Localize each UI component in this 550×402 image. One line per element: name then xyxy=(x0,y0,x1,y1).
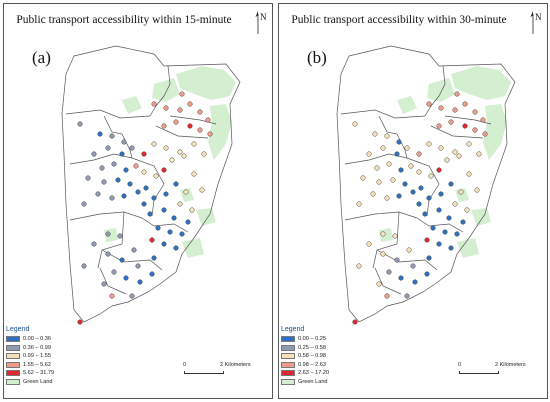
legend-swatch xyxy=(6,378,20,385)
map-legend: Legend 0.00 – 0.25 0.25 – 0.58 0.58 – 0.… xyxy=(281,326,329,386)
legend-item-label: 5.62 – 31.79 xyxy=(23,370,55,377)
legend-item: 0.58 – 0.98 xyxy=(281,352,329,361)
scale-line xyxy=(459,371,499,374)
legend-item: 0.98 – 2.63 xyxy=(281,361,329,370)
legend-item-label: 0.36 – 0.99 xyxy=(23,344,51,351)
green-land-areas xyxy=(379,66,511,258)
legend-item: 0.99 – 1.55 xyxy=(6,352,54,361)
map-legend: Legend 0.00 – 0.36 0.36 – 0.99 0.99 – 1.… xyxy=(6,326,54,386)
legend-swatch xyxy=(6,336,20,343)
scale-line xyxy=(184,371,224,374)
scale-label: 2 Kilometers xyxy=(495,362,526,368)
legend-title: Legend xyxy=(281,326,305,333)
legend-swatch xyxy=(6,353,20,360)
map-panel-a: Public transport accessibility within 15… xyxy=(3,3,273,399)
legend-item: 0.00 – 0.36 xyxy=(6,335,54,344)
legend-item: 0.36 – 0.99 xyxy=(6,344,54,353)
map-panel-b: Public transport accessibility within 30… xyxy=(278,3,548,399)
legend-item-label: 0.58 – 0.98 xyxy=(298,353,326,360)
district-boundaries xyxy=(61,45,241,323)
north-label: N xyxy=(535,12,542,22)
map-title: Public transport accessibility within 30… xyxy=(291,14,507,26)
legend-item-label: Green Land xyxy=(298,378,328,385)
scale-zero: 0 xyxy=(183,362,187,368)
legend-item-label: Green Land xyxy=(23,378,53,385)
map-canvas xyxy=(61,45,241,325)
map-canvas xyxy=(336,45,516,325)
scale-label: 2 Kilometers xyxy=(220,362,251,368)
legend-swatch xyxy=(6,361,20,368)
legend-item-label: 0.00 – 0.36 xyxy=(23,336,51,343)
legend-item: Green Land xyxy=(6,378,54,387)
north-arrow-icon: N xyxy=(255,11,267,34)
panel-label: (b) xyxy=(307,48,327,67)
legend-item-label: 0.00 – 0.25 xyxy=(298,336,326,343)
legend-title: Legend xyxy=(6,326,30,333)
map-title: Public transport accessibility within 15… xyxy=(16,14,232,26)
legend-swatch xyxy=(281,361,295,368)
legend-swatch xyxy=(281,336,295,343)
legend-item: 0.00 – 0.25 xyxy=(281,335,329,344)
legend-swatch xyxy=(6,370,20,377)
legend-item-label: 0.98 – 2.63 xyxy=(298,361,326,368)
legend-item: 0.25 – 0.58 xyxy=(281,344,329,353)
legend-item-label: 0.99 – 1.55 xyxy=(23,353,51,360)
accessibility-points xyxy=(352,91,488,325)
district-boundaries xyxy=(336,45,516,323)
panel-label: (a) xyxy=(32,48,51,67)
accessibility-points xyxy=(77,91,213,325)
legend-item: 1.55 – 5.62 xyxy=(6,361,54,370)
legend-item: 5.62 – 31.79 xyxy=(6,369,54,378)
north-arrow-icon: N xyxy=(530,11,542,34)
legend-swatch xyxy=(281,353,295,360)
legend-swatch xyxy=(6,344,20,351)
scale-zero: 0 xyxy=(458,362,462,368)
legend-item-label: 2.63 – 17.20 xyxy=(298,370,330,377)
legend-item-label: 1.55 – 5.62 xyxy=(23,361,51,368)
legend-swatch xyxy=(281,370,295,377)
legend-swatch xyxy=(281,378,295,385)
legend-swatch xyxy=(281,344,295,351)
legend-item: Green Land xyxy=(281,378,329,387)
north-label: N xyxy=(260,12,267,22)
legend-item-label: 0.25 – 0.58 xyxy=(298,344,326,351)
green-land-areas xyxy=(104,66,236,258)
legend-item: 2.63 – 17.20 xyxy=(281,369,329,378)
